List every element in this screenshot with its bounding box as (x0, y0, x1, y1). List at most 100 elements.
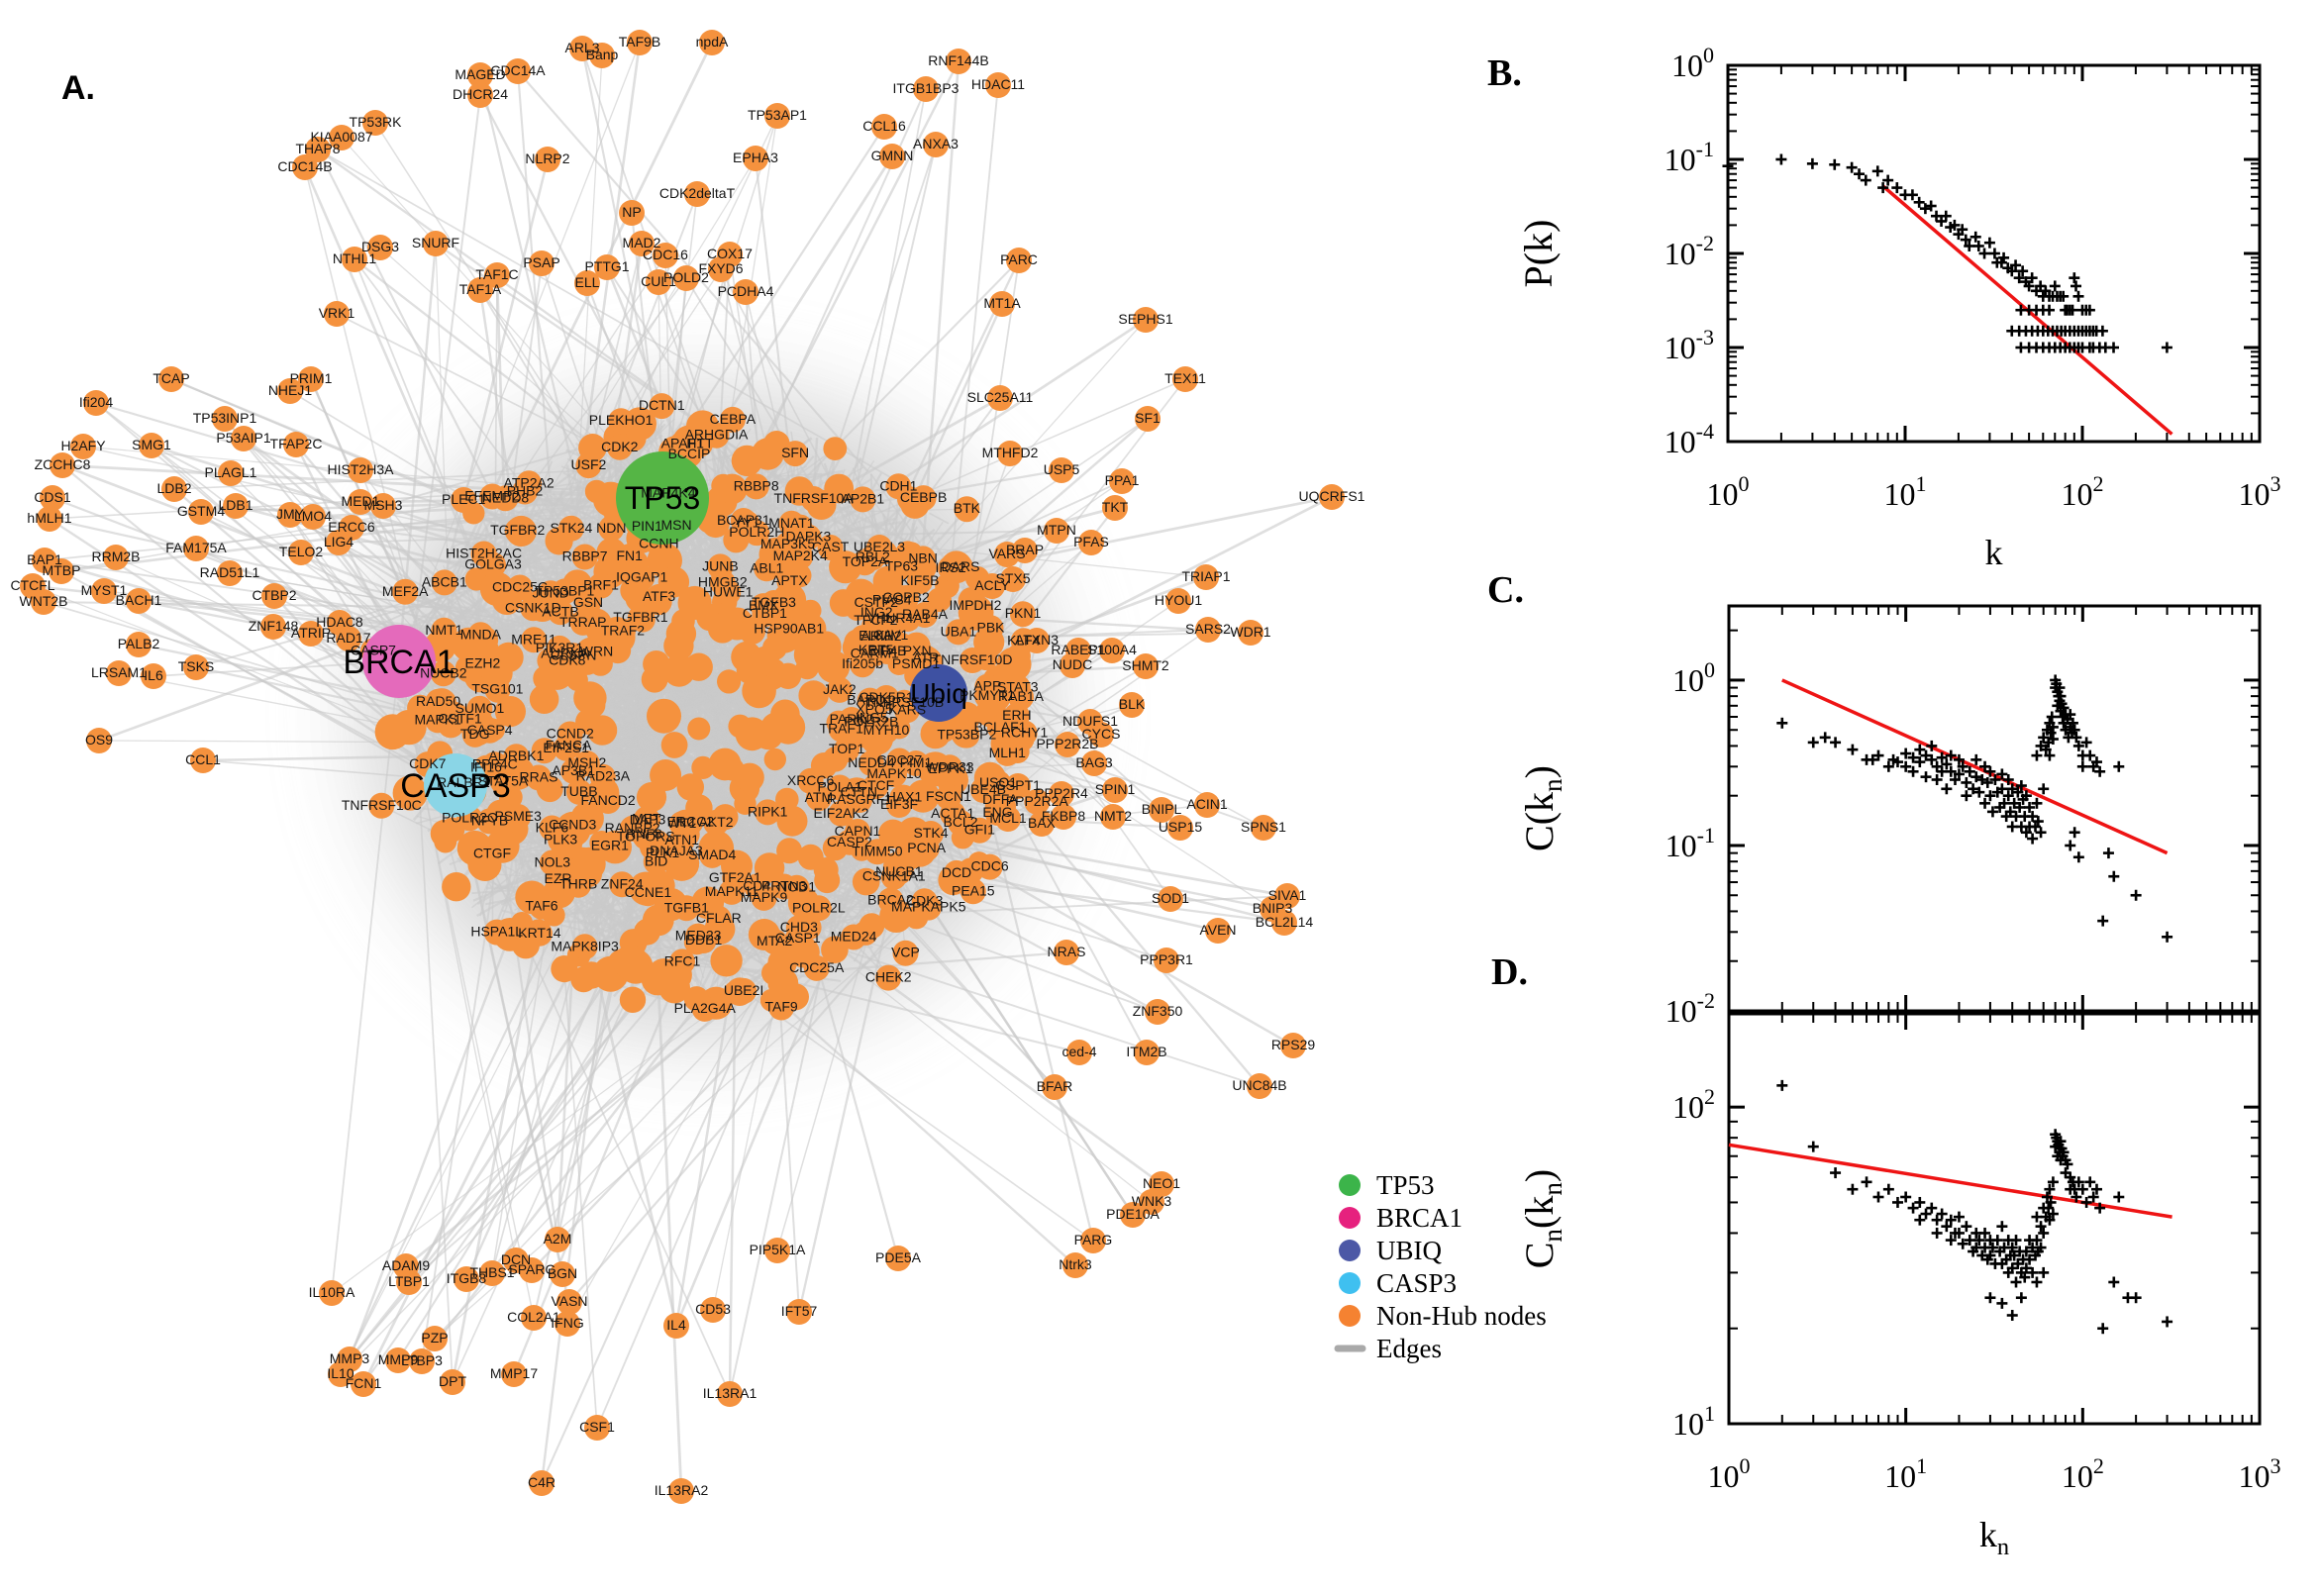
svg-text:100: 100 (1707, 471, 1750, 512)
node-label: PLEKHO1 (589, 412, 654, 428)
node-label: MAPK8IP3 (551, 938, 619, 953)
legend-label: Edges (1376, 1334, 1442, 1363)
hub-label-casp3: CASP3 (400, 767, 511, 805)
node-label: IL6 (144, 667, 163, 683)
node-label: EZR (545, 870, 572, 886)
node-label: USF2 (571, 456, 607, 472)
node-label: LDB2 (156, 480, 191, 496)
node-label: MSN (660, 517, 691, 533)
node-label: NTHL1 (333, 250, 377, 266)
network-edge (541, 908, 801, 1484)
network-node (442, 872, 471, 902)
node-label: TOPORS (617, 828, 675, 844)
node-label: AKT2 (699, 814, 734, 830)
node-label: PBK (976, 619, 1005, 635)
node-label: PEA15 (952, 882, 995, 898)
node-label: UBA1 (941, 623, 977, 639)
node-label: LMO4 (294, 508, 332, 524)
legend-label: Non-Hub nodes (1376, 1301, 1547, 1331)
node-label: TP53INP1 (193, 410, 257, 426)
node-label: RFC1 (664, 952, 701, 968)
node-label: USP5 (1044, 461, 1080, 477)
node-label: TP53RK (350, 114, 403, 130)
scatter-points (1722, 153, 2172, 353)
network-edge (856, 969, 1153, 1203)
node-label: TAF9 (764, 999, 797, 1015)
node-label: ZNF350 (1133, 1003, 1183, 1019)
node-label: COX17 (707, 246, 753, 261)
network-edge (594, 900, 599, 949)
svg-text:10-4: 10-4 (1665, 419, 1714, 459)
node-label: PLK1 (646, 845, 679, 860)
node-label: H2AFY (60, 438, 106, 453)
node-label: POLR2L (792, 899, 846, 915)
network-edge (909, 506, 973, 602)
node-label: PRTN3 (761, 878, 807, 894)
axis-ticks (1727, 1014, 2262, 1426)
panel-label-d: D. (1491, 951, 1528, 993)
network-node (619, 986, 647, 1013)
network-node (710, 945, 743, 977)
network-edge (421, 825, 503, 1362)
panel-label-b: B. (1487, 52, 1522, 94)
node-label: TCAP (152, 370, 189, 386)
node-label: CDC16 (643, 247, 688, 262)
node-label: FXYD6 (698, 260, 743, 276)
node-label: DHCR24 (453, 86, 508, 102)
node-label: IL10RA (309, 1284, 355, 1300)
node-label: TDG (460, 726, 490, 742)
chart-d: 102 101 100 101 102 103 kn​ Cn​(kn​) (1517, 1012, 2281, 1560)
node-label: WDR1 (1230, 624, 1270, 640)
node-label: AVEN (1199, 922, 1236, 938)
node-label: PIN1 (632, 518, 662, 534)
node-label: WNT2B (20, 593, 68, 609)
node-label: TUBB (560, 783, 597, 799)
node-label: ABCB1 (422, 573, 467, 589)
node-label: SMG1 (132, 437, 171, 452)
hub-label-tp53: TP53 (625, 480, 700, 516)
node-label: PSAP (523, 254, 559, 270)
node-label: SNURF (412, 235, 459, 250)
node-label: OS9 (85, 732, 113, 748)
node-label: MMP3 (330, 1350, 370, 1366)
node-label: DARS (942, 558, 980, 574)
node-label: S100A4 (1087, 642, 1137, 657)
node-label: CDC14A (490, 62, 546, 78)
node-label: MSH3 (364, 497, 403, 513)
chart-c: 100 10-1 10-2 C(kn​) (1517, 604, 2262, 1029)
node-label: APAF1 (661, 436, 705, 451)
svg-text:103: 103 (2239, 471, 2281, 512)
node-label: Ntrk3 (1059, 1256, 1092, 1272)
network-node (570, 966, 597, 993)
node-label: EPHA3 (733, 150, 778, 165)
node-label: PPP2R2B (1036, 736, 1098, 751)
node-label: IFNG (551, 1315, 583, 1331)
node-label: PIP5K1A (750, 1242, 806, 1257)
network-edge (929, 512, 950, 525)
network-node (742, 673, 776, 709)
node-label: UNC84B (1232, 1077, 1286, 1093)
node-label: IQGAP1 (616, 569, 667, 585)
node-label: XRCC6 (787, 772, 835, 788)
node-label: PPP2R4 (1035, 785, 1088, 801)
node-label: IL4 (666, 1317, 686, 1333)
node-label: RASGRF1 (827, 791, 892, 807)
node-label: TSKS (178, 658, 215, 674)
svg-text:P(k): P(k) (1516, 220, 1561, 288)
node-label: Ifi204 (79, 394, 113, 410)
svg-text:100: 100 (1671, 43, 1714, 83)
svg-text:101: 101 (1884, 1453, 1927, 1494)
node-label: BGN (548, 1265, 577, 1281)
node-label: NOL3 (535, 853, 571, 869)
node-label: IL13RA2 (655, 1482, 709, 1498)
node-label: ELL (575, 274, 600, 290)
node-label: NEDD8 (482, 489, 530, 505)
node-label: BNIPL (1142, 801, 1182, 817)
node-label: PKN1 (1005, 605, 1042, 621)
node-label: TSG101 (471, 681, 523, 697)
node-label: SMAD4 (688, 847, 736, 862)
panel-label-a: A. (61, 69, 95, 107)
node-label: ARL3 (564, 40, 599, 55)
network-edge (766, 516, 782, 532)
